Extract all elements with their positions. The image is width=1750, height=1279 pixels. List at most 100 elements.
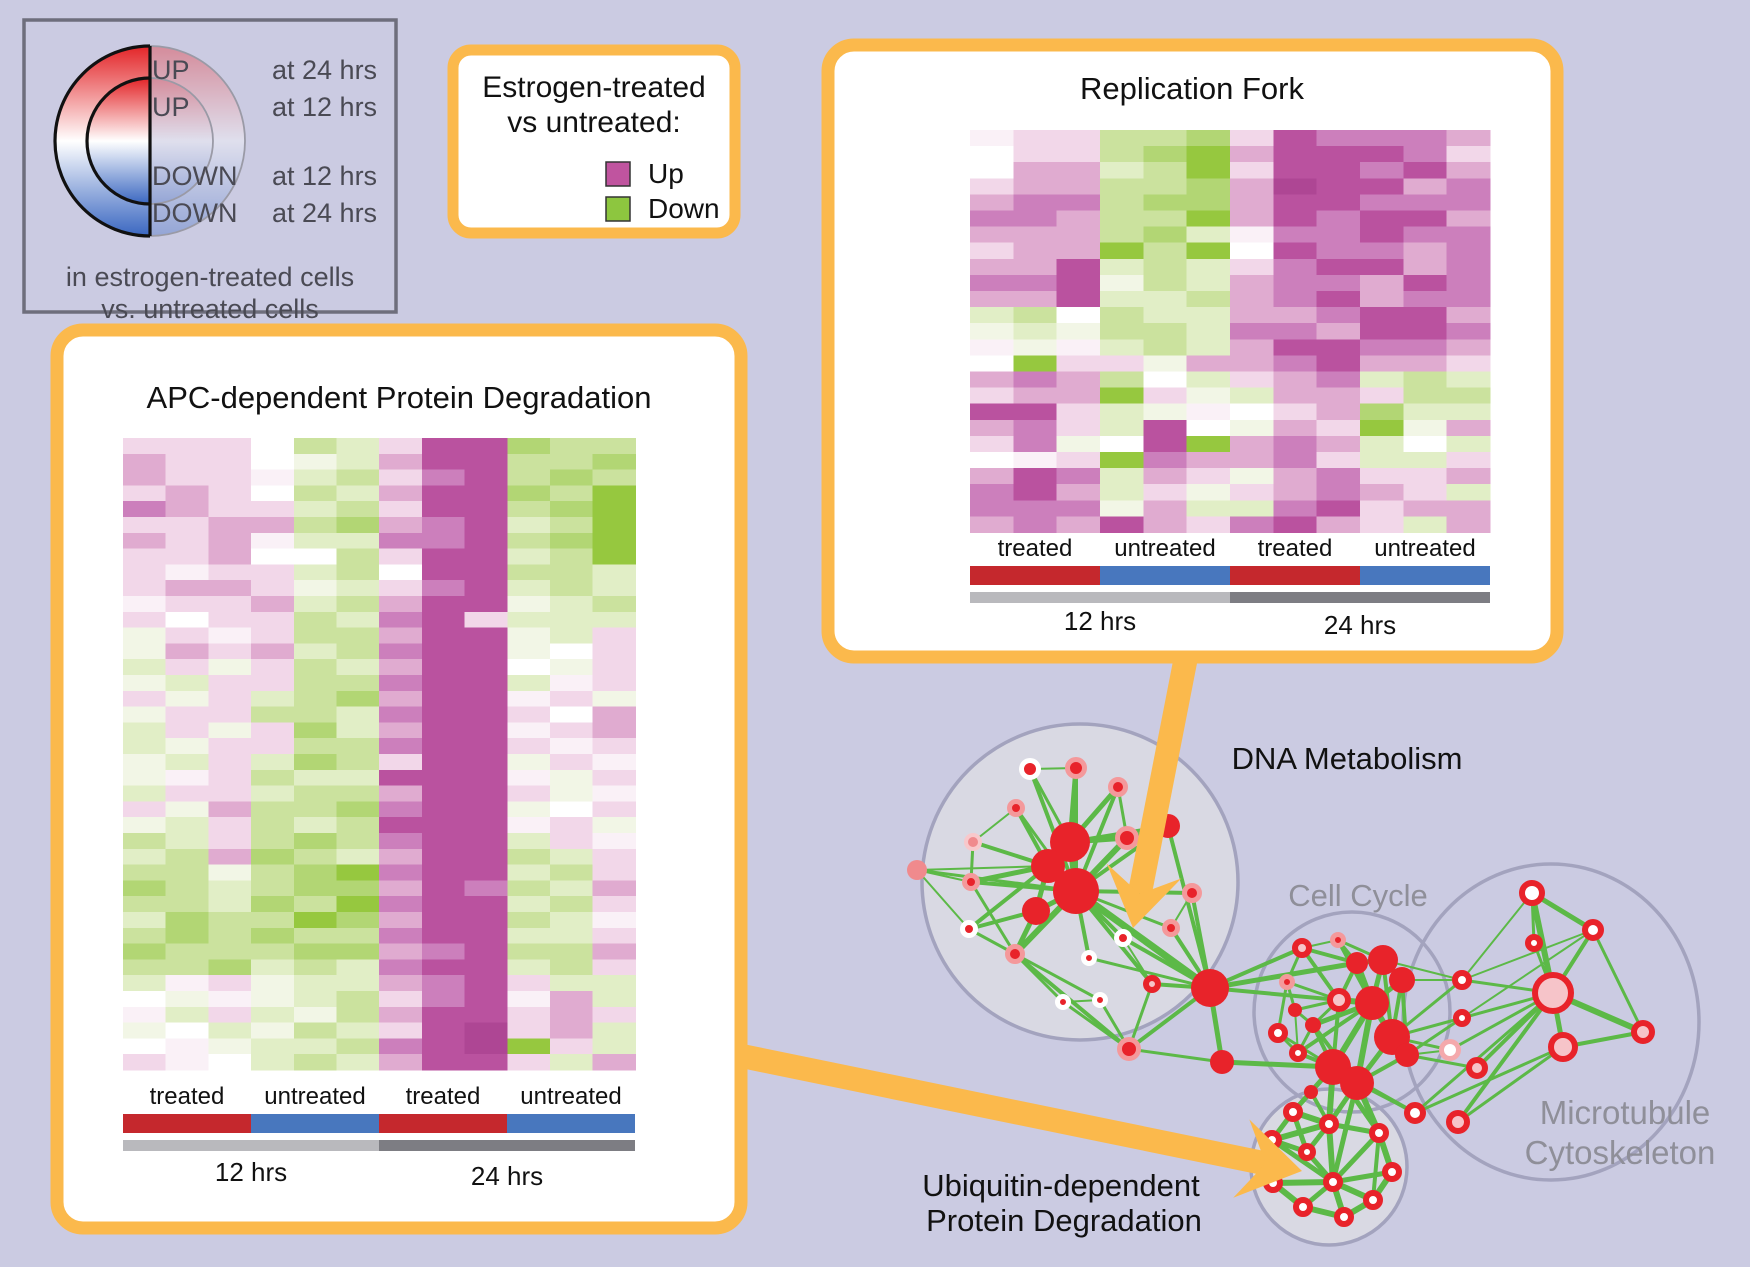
- heatmap-cell: [1446, 274, 1491, 292]
- heatmap-cell: [379, 706, 423, 723]
- heatmap-cell: [1056, 452, 1101, 469]
- heatmap-cell: [123, 1006, 167, 1024]
- heatmap-cell: [208, 659, 252, 676]
- heatmap-cell: [464, 501, 508, 518]
- heatmap-cell: [123, 438, 167, 455]
- heatmap-cell: [1273, 403, 1318, 421]
- heatmap-cell: [507, 896, 551, 913]
- heatmap-cell: [208, 580, 252, 597]
- heatmap-cell: [464, 975, 508, 992]
- heatmap-cell: [293, 611, 337, 629]
- heatmap-cell: [336, 722, 380, 739]
- heatmap-cell: [507, 848, 551, 866]
- heatmap-cell: [123, 848, 167, 866]
- heatmap-cell: [1229, 387, 1274, 405]
- network-node: [1395, 1043, 1419, 1067]
- heatmap-cell: [1186, 468, 1231, 485]
- heatmap-cell: [165, 817, 209, 834]
- heatmap-cell: [293, 801, 337, 818]
- heatmap-cell: [123, 769, 167, 787]
- heatmap-cell: [123, 564, 167, 581]
- heatmap-cell: [550, 611, 594, 629]
- network-node: [1279, 974, 1295, 990]
- heatmap-cell: [293, 896, 337, 913]
- heatmap-cell: [1186, 355, 1231, 372]
- heatmap-cell: [1359, 419, 1404, 437]
- heatmap-cell: [379, 833, 423, 850]
- heatmap-cell: [123, 785, 167, 802]
- heatmap-cell: [507, 817, 551, 834]
- heatmap-cell: [336, 943, 380, 960]
- heatmap-cell: [1316, 258, 1361, 276]
- heatmap-cell: [1359, 484, 1404, 501]
- heatmap-cell: [251, 785, 295, 802]
- heatmap-cell: [464, 959, 508, 976]
- heatmap-cell: [379, 690, 423, 708]
- heatmap-cell: [336, 738, 380, 755]
- heatmap-cell: [251, 690, 295, 708]
- heatmap-cell: [1359, 162, 1404, 179]
- heatmap-cell: [1273, 371, 1318, 389]
- heatmap-cell: [507, 991, 551, 1008]
- heatmap-cell: [1143, 210, 1188, 228]
- heatmap-cell: [1229, 274, 1274, 292]
- heatmap-cell: [165, 706, 209, 723]
- cluster-label-microtubule-line1: Microtubule: [1540, 1094, 1711, 1131]
- heatmap-cell: [507, 485, 551, 502]
- heatmap-cell: [123, 501, 167, 518]
- heatmap-cell: [1229, 371, 1274, 389]
- network-node: [1582, 919, 1604, 941]
- heatmap-cell: [1099, 307, 1144, 324]
- heatmap-cell: [1143, 500, 1188, 517]
- heatmap-cell: [421, 469, 466, 486]
- heatmap-cell: [550, 912, 594, 929]
- heatmap-cell: [550, 1054, 594, 1071]
- heatmap-cell: [1273, 226, 1318, 244]
- heatmap-cell: [592, 943, 636, 960]
- heatmap-cell: [1273, 146, 1318, 163]
- heatmap-cell: [464, 1022, 508, 1039]
- heatmap-cell: [251, 833, 295, 850]
- heatmap-cell: [464, 675, 508, 692]
- heatmap-cell: [970, 339, 1014, 356]
- heatmap-cell: [208, 611, 252, 629]
- heatmap-cell: [208, 706, 252, 723]
- heatmap-cell: [550, 769, 594, 787]
- network-edge: [1413, 1045, 1565, 1115]
- network-edge: [1461, 892, 1533, 981]
- heatmap-cell: [1359, 274, 1404, 292]
- heatmap-cell: [1403, 419, 1448, 437]
- network-edge: [1330, 1130, 1382, 1185]
- heatmap-cell: [293, 643, 337, 660]
- heatmap-cell: [1186, 178, 1231, 195]
- network-node: [1115, 826, 1139, 850]
- heatmap-cell: [251, 769, 295, 787]
- heatmap-cell: [165, 564, 209, 581]
- heatmap-cell: [336, 453, 380, 471]
- heatmap-cell: [1143, 403, 1188, 421]
- heatmap-cell: [507, 801, 551, 818]
- heatmap-cell: [421, 722, 466, 739]
- heatmap-cell: [1229, 419, 1274, 437]
- heatmap-cell: [592, 927, 636, 945]
- heatmap-cell: [507, 532, 551, 550]
- heatmap-cell: [1316, 307, 1361, 324]
- heatmap-cell: [208, 675, 252, 692]
- heatmap-cell: [1316, 226, 1361, 244]
- heatmap-cell: [251, 501, 295, 518]
- heatmap-cell: [1056, 291, 1101, 308]
- heatmap-cell: [379, 785, 423, 802]
- heatmap-cell: [123, 453, 167, 471]
- heatmap-cell: [550, 580, 594, 597]
- network-edge: [1371, 1131, 1381, 1202]
- heatmap-cell: [1403, 339, 1448, 356]
- heatmap-cell: [550, 627, 594, 644]
- heatmap-cell: [165, 580, 209, 597]
- heatmap-cell: [293, 596, 337, 613]
- heatmap-cell: [379, 580, 423, 597]
- heatmap-cell: [336, 754, 380, 771]
- heatmap-cell: [293, 485, 337, 502]
- down-color-swatch: [605, 196, 631, 222]
- heatmap-cell: [208, 469, 252, 486]
- treated-bar: [1230, 566, 1360, 585]
